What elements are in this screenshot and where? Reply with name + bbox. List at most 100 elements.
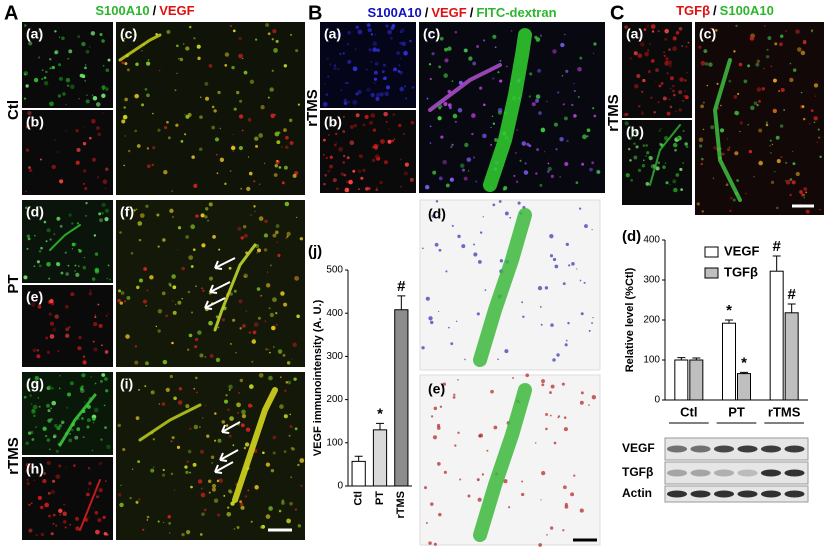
signal-speck bbox=[591, 161, 595, 165]
signal-speck bbox=[36, 354, 41, 359]
y-tick-label: 100 bbox=[643, 355, 660, 366]
row-label: rTMS bbox=[605, 94, 622, 132]
signal-speck bbox=[176, 249, 179, 251]
row-label: rTMS bbox=[304, 89, 321, 127]
bar bbox=[722, 322, 736, 401]
signal-speck bbox=[409, 39, 412, 43]
signal-speck bbox=[529, 72, 533, 76]
signal-speck bbox=[98, 461, 103, 466]
signal-speck bbox=[135, 62, 139, 66]
signal-speck bbox=[387, 29, 392, 35]
signal-speck bbox=[714, 28, 718, 32]
panel-label: (a) bbox=[26, 26, 43, 42]
signal-speck bbox=[80, 388, 85, 394]
signal-speck bbox=[720, 104, 722, 107]
signal-speck bbox=[174, 303, 177, 306]
signal-speck bbox=[329, 63, 332, 66]
signal-speck bbox=[81, 41, 86, 47]
signal-speck bbox=[770, 152, 772, 154]
signal-speck bbox=[492, 34, 497, 39]
signal-speck bbox=[739, 130, 741, 133]
signal-speck bbox=[238, 392, 240, 394]
signal-speck bbox=[770, 180, 775, 184]
signal-speck bbox=[629, 136, 633, 140]
signal-speck bbox=[791, 150, 794, 153]
signal-speck bbox=[801, 193, 805, 197]
signal-speck bbox=[346, 156, 350, 160]
blot-band bbox=[737, 490, 758, 498]
signal-speck bbox=[342, 161, 345, 164]
signal-speck bbox=[168, 522, 171, 525]
signal-speck bbox=[374, 70, 378, 75]
signal-speck bbox=[104, 217, 109, 222]
signal-speck bbox=[228, 434, 232, 438]
render-speck bbox=[437, 462, 441, 466]
signal-speck bbox=[672, 179, 677, 184]
signal-speck bbox=[228, 489, 232, 493]
signal-speck bbox=[59, 374, 61, 377]
render-speck bbox=[503, 479, 508, 484]
signal-speck bbox=[758, 160, 763, 166]
signal-speck bbox=[676, 136, 680, 140]
signal-speck bbox=[272, 233, 277, 238]
signal-speck bbox=[190, 265, 194, 268]
signal-speck bbox=[242, 225, 247, 229]
signal-speck bbox=[358, 188, 360, 190]
signal-speck bbox=[338, 146, 343, 152]
signal-speck bbox=[142, 299, 148, 304]
signal-speck bbox=[739, 121, 743, 125]
signal-speck bbox=[668, 98, 671, 101]
signal-speck bbox=[65, 77, 71, 83]
vessel-signal bbox=[49, 224, 81, 251]
signal-speck bbox=[207, 219, 209, 222]
signal-speck bbox=[399, 86, 405, 92]
signal-speck bbox=[280, 376, 282, 378]
render-speck bbox=[546, 534, 548, 536]
signal-speck bbox=[200, 213, 205, 218]
signal-speck bbox=[38, 30, 41, 33]
signal-speck bbox=[81, 417, 84, 420]
signal-speck bbox=[657, 30, 660, 33]
signal-speck bbox=[432, 170, 437, 175]
signal-speck bbox=[816, 141, 819, 144]
signal-speck bbox=[77, 35, 81, 38]
signal-speck bbox=[42, 478, 47, 484]
signal-speck bbox=[58, 63, 62, 67]
y-tick-label: 0 bbox=[654, 395, 660, 406]
signal-speck bbox=[267, 32, 271, 36]
blot-band bbox=[690, 445, 711, 453]
signal-speck bbox=[442, 159, 447, 165]
signal-speck bbox=[780, 155, 783, 159]
signal-speck bbox=[295, 216, 298, 219]
signal-speck bbox=[58, 464, 62, 468]
signal-speck bbox=[678, 108, 682, 112]
signal-speck bbox=[57, 94, 62, 98]
blot-band bbox=[737, 445, 758, 453]
signal-speck bbox=[124, 300, 127, 303]
signal-speck bbox=[747, 64, 750, 68]
signal-speck bbox=[593, 42, 597, 46]
signal-speck bbox=[28, 465, 32, 469]
signal-speck bbox=[702, 101, 705, 104]
error-bar bbox=[772, 255, 781, 272]
render-speck bbox=[549, 254, 554, 258]
panel-label: (f) bbox=[120, 204, 134, 220]
signal-speck bbox=[37, 56, 41, 59]
signal-speck bbox=[23, 395, 27, 399]
signal-speck bbox=[384, 91, 389, 97]
signal-speck bbox=[67, 264, 70, 267]
signal-speck bbox=[152, 112, 154, 115]
signal-speck bbox=[365, 68, 367, 70]
signal-speck bbox=[46, 261, 51, 267]
signal-speck bbox=[463, 176, 468, 181]
signal-speck bbox=[398, 64, 401, 67]
signal-speck bbox=[322, 101, 328, 107]
signal-speck bbox=[43, 76, 47, 80]
signal-speck bbox=[575, 181, 579, 185]
render-speck bbox=[473, 243, 476, 246]
signal-speck bbox=[728, 79, 732, 83]
signal-speck bbox=[117, 423, 121, 428]
signal-speck bbox=[564, 33, 566, 36]
signal-speck bbox=[483, 103, 486, 107]
signal-speck bbox=[45, 434, 48, 438]
